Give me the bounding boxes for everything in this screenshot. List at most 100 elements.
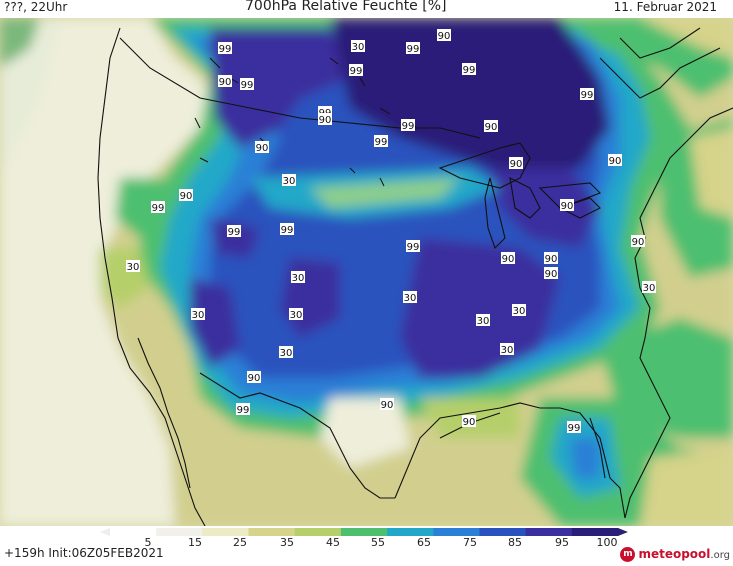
contour-label-text: 30 (501, 345, 514, 356)
colorbar-tick-label: 85 (508, 536, 522, 546)
contour-label: 99 (218, 42, 232, 55)
colorbar-tick-label: 45 (326, 536, 340, 546)
contour-label-text: 30 (643, 283, 656, 294)
colorbar: 5 15 25 35 45 55 65 75 85 95 100 (100, 528, 628, 549)
colorbar-tick-label: 35 (280, 536, 294, 546)
logo-name: meteopool (638, 547, 711, 561)
contour-label-text: 90 (561, 201, 574, 212)
contour-label: 90 (380, 398, 394, 411)
contour-label-text: 90 (545, 269, 558, 280)
contour-label-text: 30 (192, 310, 205, 321)
contour-label: 30 (289, 308, 303, 321)
colorbar-tick-label: 15 (188, 536, 202, 546)
colorbar-tick-label: 65 (417, 536, 431, 546)
contour-label: 30 (191, 308, 205, 321)
colorbar-tick-label: 100 (597, 536, 618, 546)
colorbar-segment (571, 528, 619, 536)
contour-label: 30 (500, 343, 514, 356)
contour-label-text: 30 (404, 293, 417, 304)
humidity-field (0, 18, 733, 526)
contour-label: 90 (544, 267, 558, 280)
contour-label-text: 90 (219, 77, 232, 88)
contour-label-text: 99 (375, 137, 388, 148)
contour-label-text: 99 (237, 405, 250, 416)
header-bar: ???, 22Uhr 700hPa Relative Feuchte [%] 1… (0, 0, 733, 18)
contour-label: 90 (509, 157, 523, 170)
colorbar-segment (340, 528, 388, 536)
contour-label: 30 (279, 346, 293, 359)
contour-label-text: 90 (502, 254, 515, 265)
contour-label: 99 (406, 240, 420, 253)
contour-label: 90 (462, 415, 476, 428)
contour-label-text: 90 (545, 254, 558, 265)
contour-label-text: 30 (283, 176, 296, 187)
contour-label: 30 (351, 40, 365, 53)
contour-label: 30 (403, 291, 417, 304)
contour-label: 99 (349, 64, 363, 77)
contour-label: 99 (280, 223, 294, 236)
contour-label-text: 90 (438, 31, 451, 42)
contour-label-text: 30 (513, 306, 526, 317)
meteopool-logo[interactable]: m meteopool.org (620, 545, 730, 563)
contour-label-text: 99 (281, 225, 294, 236)
contour-label-text: 90 (319, 115, 332, 126)
contour-label: 99 (580, 88, 594, 101)
contour-label: 90 (631, 235, 645, 248)
colorbar-segment (387, 528, 434, 536)
contour-label: 90 (437, 29, 451, 42)
contour-label: 30 (642, 281, 656, 294)
contour-label: 90 (318, 113, 332, 126)
contour-label-text: 99 (152, 203, 165, 214)
contour-label: 90 (608, 154, 622, 167)
contour-label: 30 (126, 260, 140, 273)
contour-label-text: 90 (256, 143, 269, 154)
logo-icon: m (620, 546, 636, 562)
colorbar-tick-label: 75 (463, 536, 477, 546)
colorbar-segment (479, 528, 527, 536)
contour-label-text: 99 (402, 121, 415, 132)
contour-label-text: 99 (241, 80, 254, 91)
contour-label-text: 30 (477, 316, 490, 327)
valid-date-label: 11. Februar 2021 (613, 0, 717, 14)
contour-label: 99 (236, 403, 250, 416)
colorbar-segment (248, 528, 296, 536)
contour-label-text: 90 (248, 373, 261, 384)
run-info: +159h Init:06Z05FEB2021 (4, 546, 164, 560)
contour-label-text: 30 (290, 310, 303, 321)
contour-label-text: 90 (180, 191, 193, 202)
colorbar-tick-label: 95 (555, 536, 569, 546)
colorbar-tick-label: 55 (371, 536, 385, 546)
colorbar-segment (525, 528, 573, 536)
contour-label: 99 (240, 78, 254, 91)
contour-label: 99 (227, 225, 241, 238)
contour-label-text: 30 (127, 262, 140, 273)
contour-label-text: 99 (407, 44, 420, 55)
contour-label-text: 90 (609, 156, 622, 167)
contour-label: 90 (501, 252, 515, 265)
contour-label-text: 99 (463, 65, 476, 76)
map-title: 700hPa Relative Feuchte [%] (245, 0, 447, 14)
logo-tld: .org (710, 550, 730, 561)
colorbar-tick-label: 25 (233, 536, 247, 546)
contour-label-text: 99 (228, 227, 241, 238)
humidity-map: 99 90 99 30 99 99 99 90 99 90 99 99 90 99 90 30 90 90 90 99… (0, 18, 733, 526)
colorbar-segment (294, 528, 342, 536)
contour-label: 90 (560, 199, 574, 212)
colorbar-tick-label: 5 (145, 536, 152, 546)
contour-label: 90 (255, 141, 269, 154)
contour-label-text: 90 (381, 400, 394, 411)
colorbar-end-arrow (618, 528, 628, 536)
contour-label-text: 30 (352, 42, 365, 53)
contour-label: 90 (218, 75, 232, 88)
contour-label: 90 (484, 120, 498, 133)
contour-label: 90 (179, 189, 193, 202)
contour-label-text: 99 (219, 44, 232, 55)
contour-label: 99 (401, 119, 415, 132)
contour-label: 30 (291, 271, 305, 284)
contour-label-text: 99 (407, 242, 420, 253)
coastlines-and-borders (97, 27, 733, 526)
contour-label: 30 (476, 314, 490, 327)
contour-label-text: 90 (510, 159, 523, 170)
colorbar-start-arrow (100, 528, 110, 536)
colorbar-segment (110, 528, 157, 536)
